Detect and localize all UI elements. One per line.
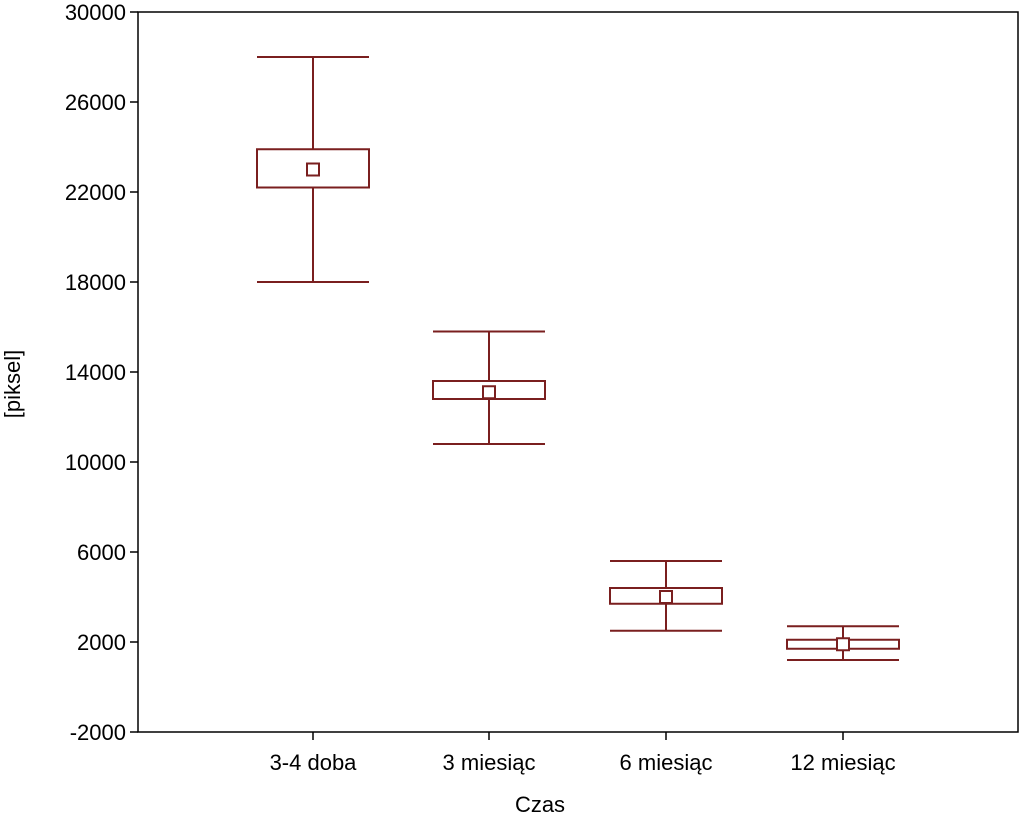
y-tick-label: 30000 — [65, 0, 126, 25]
y-tick-label: 10000 — [65, 450, 126, 475]
center-marker — [482, 385, 496, 400]
y-tick-label: 22000 — [65, 180, 126, 205]
y-axis-title: [piksel] — [0, 350, 25, 418]
center-marker — [306, 162, 320, 177]
box — [256, 148, 370, 189]
box-group — [609, 560, 723, 632]
center-marker — [836, 637, 850, 652]
y-tick-label: 26000 — [65, 90, 126, 115]
plot-marks — [256, 56, 900, 661]
y-tick-label: 18000 — [65, 270, 126, 295]
box-group — [786, 625, 900, 661]
x-tick-label: 6 miesiąc — [620, 750, 713, 775]
y-tick-label: 6000 — [77, 540, 126, 565]
y-tick-label: -2000 — [70, 720, 126, 745]
box-group — [432, 330, 546, 445]
center-marker — [659, 590, 673, 604]
x-tick-label: 3 miesiąc — [443, 750, 536, 775]
y-axis: -2000 2000 6000 10000 14000 18000 22000 26000 30… — [65, 0, 138, 745]
plot-frame — [137, 11, 1019, 733]
y-tick-label: 14000 — [65, 360, 126, 385]
box-group — [256, 56, 370, 283]
x-tick-label: 12 miesiąc — [790, 750, 895, 775]
x-tick-label: 3-4 doba — [270, 750, 358, 775]
x-axis: 3-4 doba 3 miesiąc 6 miesiąc 12 miesiąc — [270, 732, 896, 775]
y-tick-label: 2000 — [77, 630, 126, 655]
x-axis-title: Czas — [515, 792, 565, 817]
